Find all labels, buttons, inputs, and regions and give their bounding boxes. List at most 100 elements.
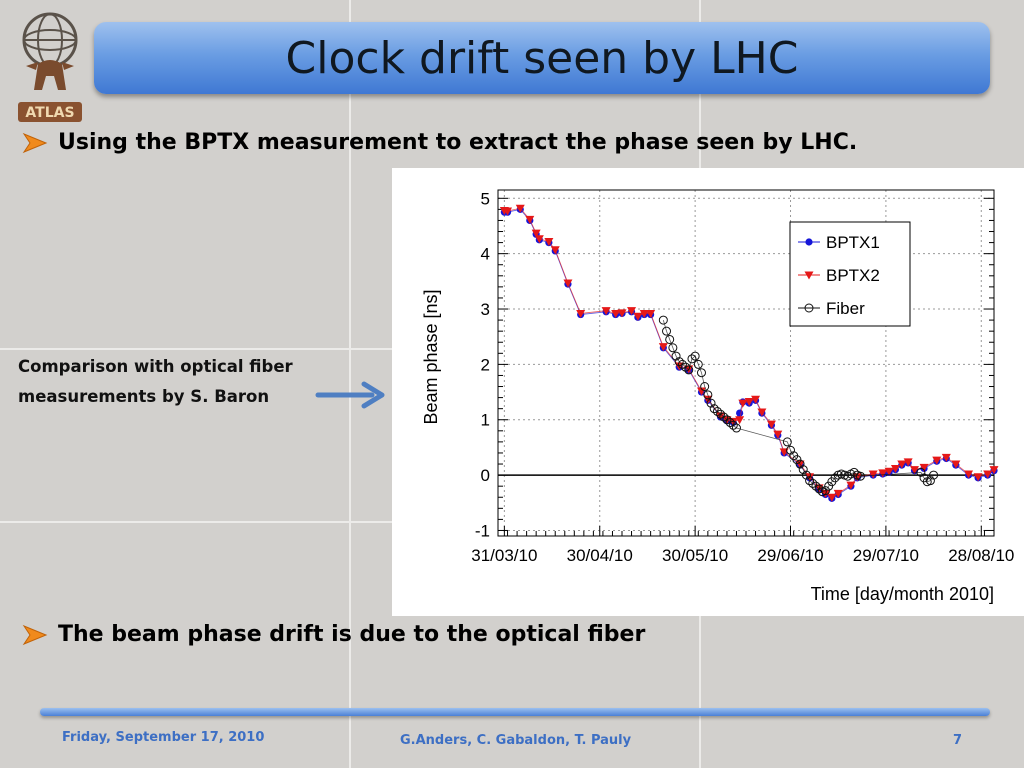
data-point-bptx2 <box>544 237 554 246</box>
beam-phase-chart: -1 0 1 2 3 4 5 31/03/10 30/04/10 30/05/10 29/06/10… <box>421 189 1014 604</box>
data-point-fiber <box>662 326 672 336</box>
data-point-fiber <box>703 390 713 400</box>
data-point-bptx2 <box>910 466 920 475</box>
data-point-bptx2 <box>617 309 627 318</box>
data-point-bptx2 <box>941 453 951 462</box>
data-point-bptx2 <box>973 473 983 482</box>
data-point-fiber <box>674 357 684 367</box>
y-tick-label: 5 <box>481 189 490 208</box>
legend-marker <box>804 271 814 280</box>
data-point-bptx2 <box>833 489 843 498</box>
data-point-bptx2 <box>903 458 913 467</box>
bullet-text: Using the BPTX measurement to extract th… <box>58 130 858 155</box>
data-point-bptx2 <box>639 309 649 318</box>
data-point-fiber <box>843 471 853 481</box>
data-point-fiber <box>830 473 840 483</box>
data-point-fiber <box>808 478 818 488</box>
data-point-fiber <box>706 398 716 408</box>
legend-marker <box>804 303 814 313</box>
data-point-bptx2 <box>766 420 776 429</box>
atlas-logo: ATLAS <box>18 12 82 122</box>
legend-label: BPTX2 <box>826 266 880 285</box>
data-point-bptx2 <box>868 470 878 479</box>
data-point-fiber <box>805 476 815 486</box>
data-point-fiber <box>665 334 675 344</box>
data-point-fiber <box>916 467 926 477</box>
data-point-bptx2 <box>846 481 856 490</box>
x-axis-label: Time [day/month 2010] <box>811 584 994 604</box>
data-point-bptx2 <box>878 469 888 478</box>
legend-label: BPTX1 <box>826 233 880 252</box>
data-point-fiber <box>824 481 834 491</box>
legend-marker <box>805 238 813 246</box>
data-point-bptx2 <box>601 307 611 316</box>
data-point-bptx2 <box>627 307 637 316</box>
data-point-fiber <box>792 455 802 465</box>
data-point-fiber <box>716 409 726 419</box>
page-number: 7 <box>953 733 963 748</box>
footer-authors: G.Anders, C. Gabaldon, T. Pauly <box>400 733 632 748</box>
plot-frame <box>497 189 995 537</box>
series-line-bptx2 <box>504 207 995 498</box>
x-tick-label: 30/04/10 <box>567 546 633 565</box>
data-point-bptx2 <box>716 412 726 421</box>
data-point-fiber <box>658 315 668 325</box>
data-point-fiber <box>795 459 805 469</box>
data-point-fiber <box>782 437 792 447</box>
data-point-bptx2 <box>658 343 668 352</box>
footer-date: Friday, September 17, 2010 <box>62 730 265 745</box>
title-banner: Clock drift seen by LHC <box>94 22 990 94</box>
data-point-bptx2 <box>531 229 541 238</box>
data-point-bptx2 <box>633 312 643 321</box>
data-point-fiber <box>929 470 939 480</box>
side-note-line: Comparison with optical fiber <box>18 357 293 376</box>
data-point-bptx2 <box>534 235 544 244</box>
data-point-bptx2 <box>773 430 783 439</box>
x-tick-label: 29/06/10 <box>757 546 823 565</box>
data-point-fiber <box>814 484 824 494</box>
data-point-fiber <box>728 420 738 430</box>
data-point-bptx2 <box>744 397 754 406</box>
data-point-fiber <box>786 445 796 455</box>
data-point-fiber <box>855 471 865 481</box>
right-arrow-icon <box>315 381 385 409</box>
x-tick-label: 30/05/10 <box>662 546 728 565</box>
data-point-fiber <box>677 359 687 369</box>
data-point-fiber <box>687 354 697 364</box>
y-tick-label: 3 <box>481 300 490 319</box>
data-point-fiber <box>684 365 694 375</box>
data-point-fiber <box>722 415 732 425</box>
data-point-bptx2 <box>919 463 929 472</box>
data-point-bptx2 <box>897 460 907 469</box>
data-point-fiber <box>681 362 691 372</box>
data-point-fiber <box>925 476 935 486</box>
data-point-bptx2 <box>515 204 525 213</box>
data-point-bptx2 <box>989 466 999 475</box>
arrow-bullet-icon <box>22 132 48 153</box>
series-line-bptx1 <box>504 208 995 499</box>
data-point-bptx2 <box>735 416 745 425</box>
y-axis-label: Beam phase [ns] <box>421 289 441 424</box>
data-point-fiber <box>731 423 741 433</box>
x-tick-label: 31/03/10 <box>471 546 537 565</box>
data-point-bptx2 <box>576 309 586 318</box>
tile-divider <box>349 0 351 768</box>
data-point-bptx2 <box>703 395 713 404</box>
data-point-bptx2 <box>827 493 837 502</box>
bullet-item: Using the BPTX measurement to extract th… <box>22 130 857 155</box>
bullet-item: The beam phase drift is due to the optic… <box>22 622 645 647</box>
data-point-fiber <box>798 465 808 475</box>
data-point-fiber <box>712 406 722 416</box>
data-point-fiber <box>820 486 830 496</box>
data-point-bptx2 <box>757 408 767 417</box>
data-point-bptx2 <box>563 279 573 288</box>
y-tick-label: 1 <box>481 411 490 430</box>
data-point-bptx2 <box>932 456 942 465</box>
logo-text: ATLAS <box>25 105 74 121</box>
slide-title: Clock drift seen by LHC <box>285 32 799 84</box>
data-point-bptx2 <box>611 309 621 318</box>
side-note: Comparison with optical fiber measuremen… <box>18 352 378 412</box>
data-point-bptx2 <box>983 470 993 479</box>
data-point-fiber <box>671 351 681 361</box>
data-point-bptx2 <box>738 399 748 408</box>
